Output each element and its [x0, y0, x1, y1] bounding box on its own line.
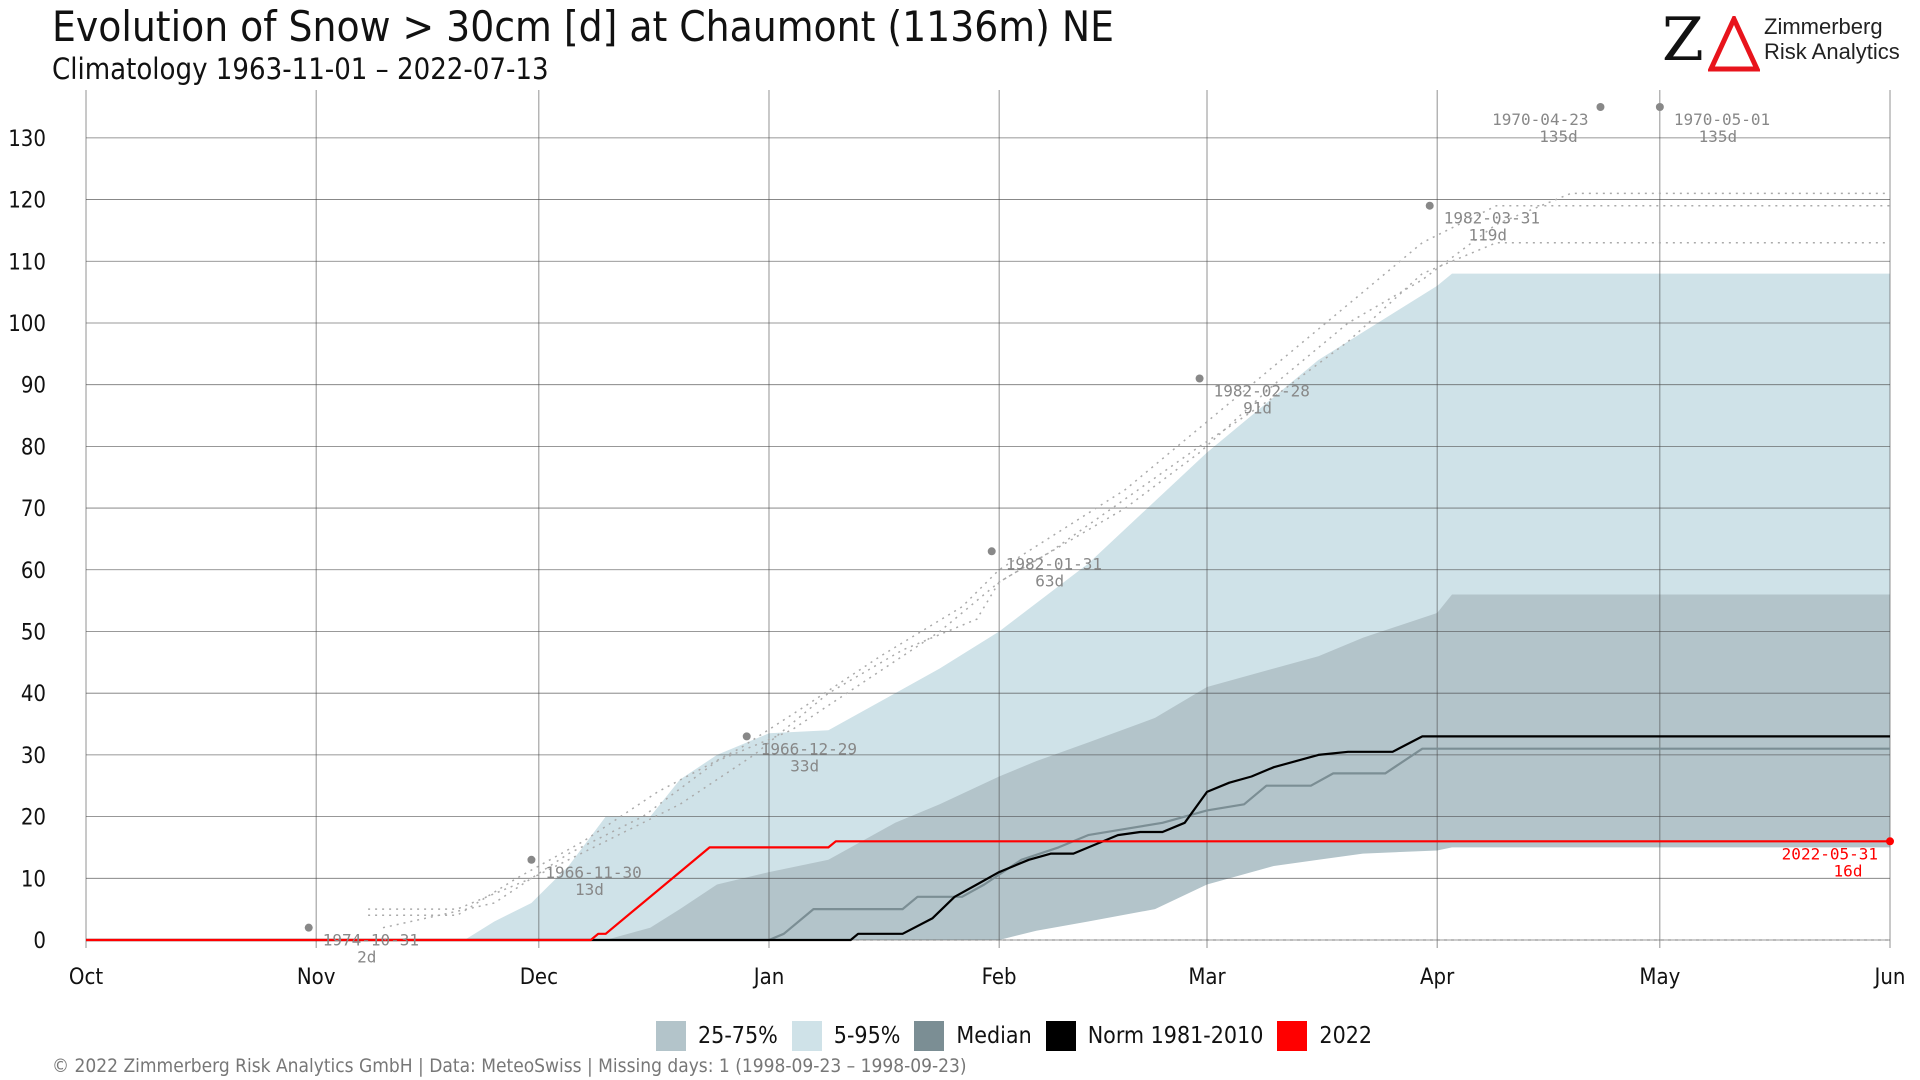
y-tick-label: 90 [21, 374, 46, 399]
annotation-point [1886, 837, 1894, 846]
annotation-date: 1966-12-29 [761, 739, 857, 758]
annotation-value: 135d [1699, 127, 1738, 146]
annotation-value: 135d [1539, 127, 1578, 146]
legend-item-5-95: 5-95% [791, 1021, 901, 1051]
annotation-date: 1982-01-31 [1006, 554, 1102, 573]
y-tick-label: 80 [21, 435, 46, 460]
logo-text: Zimmerberg Risk Analytics [1764, 14, 1900, 64]
y-tick-label: 130 [8, 127, 46, 152]
y-tick-label: 70 [21, 497, 46, 522]
annotation-date: 1974-10-31 [323, 931, 419, 950]
annotation-value: 16d [1834, 861, 1863, 880]
y-tick-label: 100 [8, 312, 46, 337]
legend-swatch-25-75 [656, 1021, 686, 1051]
y-tick-label: 0 [33, 929, 46, 954]
legend-item-25-75: 25-75% [656, 1021, 778, 1051]
legend-item-median: Median [914, 1021, 1032, 1051]
annotation-date: 1982-02-28 [1214, 381, 1310, 400]
legend-label-5-95: 5-95% [833, 1023, 901, 1049]
record-line [382, 192, 1890, 929]
legend-swatch-median [914, 1021, 945, 1051]
annotation-value: 91d [1243, 398, 1272, 417]
annotation-value: 63d [1035, 571, 1064, 590]
chart-subtitle: Climatology 1963-11-01 – 2022-07-13 [52, 52, 549, 86]
x-tick-label: Feb [982, 965, 1017, 990]
legend-label-2022: 2022 [1319, 1023, 1373, 1049]
logo-delta-icon [1708, 16, 1760, 72]
y-tick-label: 50 [21, 620, 46, 645]
annotation-point [1425, 201, 1434, 210]
annotation-date: 1970-04-23 [1492, 110, 1588, 129]
y-tick-label: 120 [8, 189, 46, 214]
legend-swatch-norm [1045, 1021, 1076, 1051]
annotation-date: 1966-11-30 [545, 863, 641, 882]
legend-label-25-75: 25-75% [698, 1023, 778, 1049]
legend-label-norm: Norm 1981-2010 [1087, 1023, 1264, 1049]
x-tick-label: Dec [520, 965, 558, 990]
y-tick-label: 30 [21, 744, 46, 769]
legend-item-norm: Norm 1981-2010 [1045, 1021, 1264, 1051]
record-line [368, 204, 1890, 917]
annotation-point [304, 923, 313, 932]
x-tick-label: Jun [1873, 965, 1906, 990]
annotation-value: 2d [357, 948, 376, 967]
legend-item-2022: 2022 [1277, 1021, 1372, 1051]
median-line [86, 747, 1890, 942]
annotation-point [1596, 103, 1605, 111]
annotation-value: 33d [790, 756, 819, 775]
annotation-point [742, 732, 751, 741]
x-tick-label: Oct [69, 965, 103, 990]
legend-swatch-2022 [1277, 1021, 1308, 1051]
y-tick-label: 60 [21, 559, 46, 584]
annotation-point [1655, 103, 1664, 111]
annotation-value: 119d [1468, 226, 1507, 245]
x-tick-label: May [1639, 965, 1680, 990]
x-tick-label: Apr [1420, 965, 1455, 990]
y-tick-label: 10 [21, 867, 46, 892]
x-tick-label: Jan [752, 965, 785, 990]
annotation-date: 1970-05-01 [1674, 110, 1770, 129]
footer-credits: © 2022 Zimmerberg Risk Analytics GmbH | … [52, 1055, 967, 1077]
annotation-point [1195, 374, 1204, 383]
current-season-line [86, 840, 1890, 942]
legend-label-median: Median [956, 1023, 1032, 1049]
chart-title: Evolution of Snow > 30cm [d] at Chaumont… [52, 2, 1114, 51]
annotation-point [987, 547, 996, 556]
record-line [368, 241, 1890, 910]
x-tick-label: Mar [1188, 965, 1226, 990]
x-tick-label: Nov [297, 965, 336, 990]
annotation-point [527, 855, 536, 864]
snow-days-chart: 0 10 20 30 40 50 60 70 80 90 100 110 120 130 Oct Nov Dec… [8, 90, 1906, 990]
band-25-75 [86, 594, 1890, 940]
y-tick-label: 110 [8, 250, 46, 275]
annotation-date: 1982-03-31 [1444, 209, 1540, 228]
legend-swatch-5-95 [791, 1021, 822, 1051]
logo-mark: Z [1662, 5, 1704, 75]
norm-line [86, 735, 1890, 942]
chart-legend: 25-75% 5-95% Median Norm 1981-2010 2022 [656, 1020, 1386, 1052]
logo-line-2: Risk Analytics [1764, 39, 1900, 64]
annotation-value: 13d [575, 880, 604, 899]
y-tick-label: 40 [21, 682, 46, 707]
logo-line-1: Zimmerberg [1764, 14, 1883, 39]
annotation-date: 2022-05-31 [1782, 844, 1878, 863]
y-tick-label: 20 [21, 806, 46, 831]
company-logo: Z Zimmerberg Risk Analytics [1662, 10, 1912, 74]
